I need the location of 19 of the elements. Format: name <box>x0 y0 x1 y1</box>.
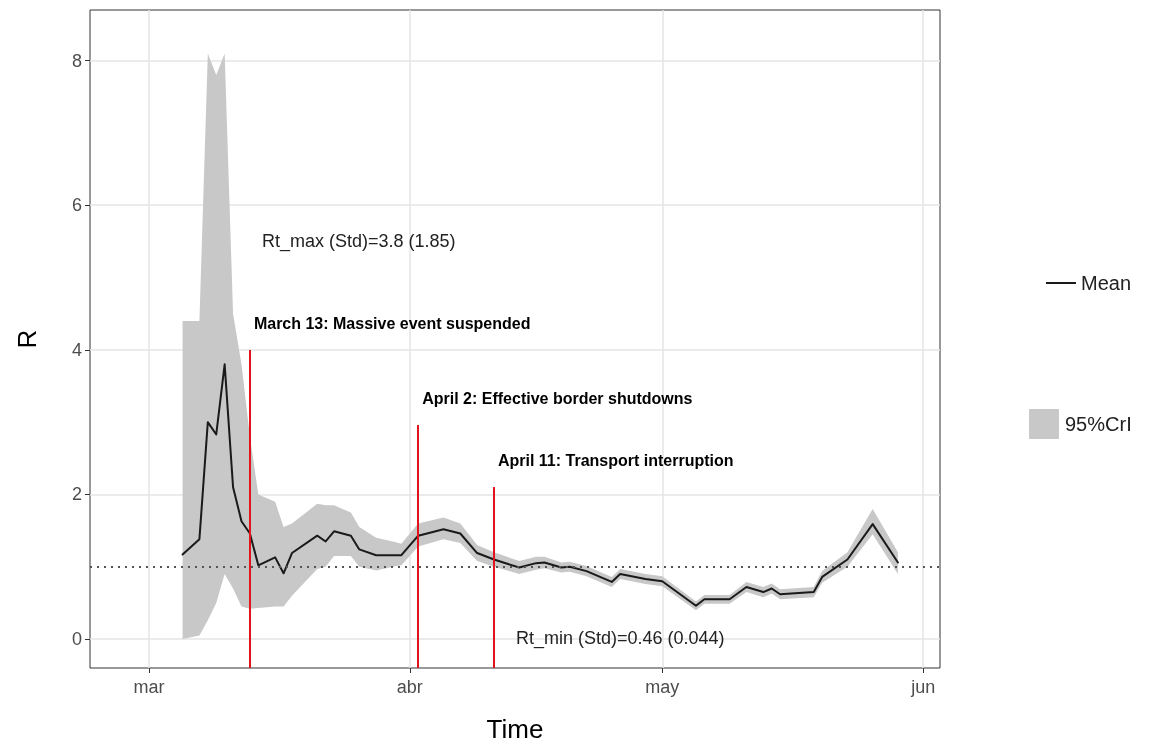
annotation: Rt_min (Std)=0.46 (0.044) <box>516 628 725 649</box>
ref-line-label: March 13: Massive event suspended <box>253 314 531 332</box>
legend-label: Mean <box>1080 272 1131 294</box>
annotation: Rt_max (Std)=3.8 (1.85) <box>262 231 456 252</box>
y-tick-label: 4 <box>71 339 82 360</box>
line-series <box>181 363 899 607</box>
y-axis-title: R <box>12 329 42 349</box>
ref-line-label: April 2: Effective border shutdowns <box>422 389 693 407</box>
y-tick-label: 0 <box>71 629 82 650</box>
x-tick-label: mar <box>133 677 165 697</box>
ref-line-label: April 11: Transport interruption <box>497 451 734 469</box>
y-tick-label: 6 <box>71 195 82 216</box>
x-tick-label: jun <box>910 677 936 697</box>
x-axis-title: Time <box>486 714 544 744</box>
text: 95%CrI <box>1065 412 1132 436</box>
y-tick-label: 2 <box>71 484 82 505</box>
x-tick-label: abr <box>396 677 423 697</box>
x-tick-label: may <box>645 677 680 697</box>
y-tick-label: 8 <box>71 50 82 71</box>
